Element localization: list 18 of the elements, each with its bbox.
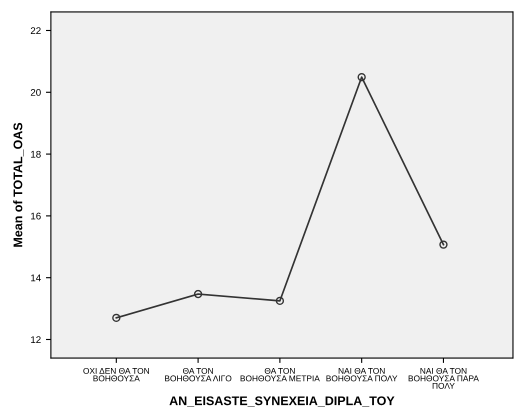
y-tick-label: 16 bbox=[31, 212, 41, 220]
x-tick-label: ΘΑ ΤΟΝ ΒΟΗΘΟΥΣΑ ΜΕΤΡΙΑ bbox=[240, 368, 320, 382]
point bbox=[112, 314, 120, 322]
y-tick-label: 18 bbox=[31, 150, 41, 158]
y-axis-title: Mean of TOTAL_OAS bbox=[13, 122, 24, 247]
x-tick-label: ΟΧΙ ΔΕΝ ΘΑ ΤΟΝ ΒΟΗΘΟΥΣΑ bbox=[83, 368, 149, 382]
x-tick-label: ΝΑΙ ΘΑ ΤΟΝ ΒΟΗΘΟΥΣΑ ΠΟΛΥ bbox=[326, 368, 398, 382]
y-tick-label: 14 bbox=[31, 274, 41, 282]
x-axis-title: AN_EISASTE_SYNEXEIA_DIPLA_TOY bbox=[169, 396, 394, 407]
y-tick-label: 22 bbox=[30, 27, 41, 34]
point bbox=[439, 240, 448, 249]
x-tick-label: ΝΑΙ ΘΑ ΤΟΝ ΒΟΗΘΟΥΣΑ ΠΑΡΑ ΠΟΛΥ bbox=[408, 368, 479, 389]
y-tick-label: 12 bbox=[31, 336, 41, 344]
x-tick-label: ΘΑ ΤΟΝ ΒΟΗΘΟΥΣΑ ΛΙΓΟ bbox=[165, 368, 232, 382]
point bbox=[194, 290, 202, 298]
point bbox=[358, 72, 366, 82]
y-tick-label: 20 bbox=[30, 89, 41, 96]
point bbox=[276, 296, 284, 306]
